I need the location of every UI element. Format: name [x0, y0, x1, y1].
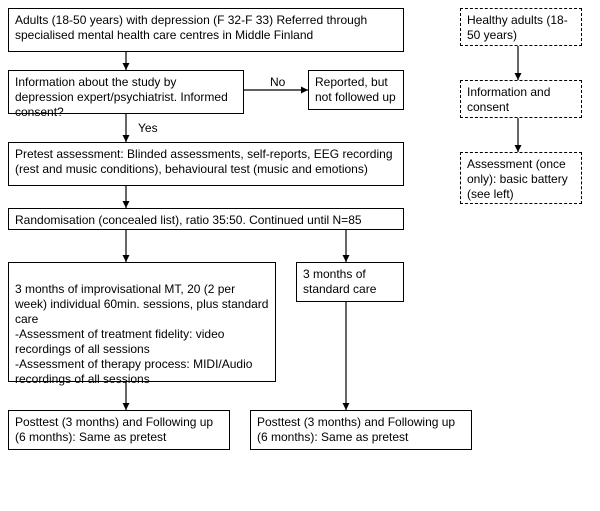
edge-label-no: No: [268, 76, 287, 88]
node-text: Reported, but not followed up: [315, 75, 396, 104]
node-posttest-right: Posttest (3 months) and Following up (6 …: [250, 410, 472, 450]
node-assessment: Assessment (once only): basic battery (s…: [460, 152, 582, 204]
edge-label-yes: Yes: [136, 122, 160, 134]
node-text: 3 months of standard care: [303, 267, 376, 296]
node-consent: Information about the study by depressio…: [8, 70, 244, 114]
node-healthy: Healthy adults (18-50 years): [460, 8, 582, 46]
node-text: Healthy adults (18-50 years): [467, 13, 568, 42]
node-text: 3 months of improvisational MT, 20 (2 pe…: [15, 282, 268, 386]
node-text: Adults (18-50 years) with depression (F …: [15, 13, 367, 42]
node-reported: Reported, but not followed up: [308, 70, 404, 110]
node-mt-arm: 3 months of improvisational MT, 20 (2 pe…: [8, 262, 276, 382]
node-text: Randomisation (concealed list), ratio 35…: [15, 213, 362, 227]
node-info-consent: Information and consent: [460, 80, 582, 118]
node-text: Information and consent: [467, 85, 550, 114]
node-text: Assessment (once only): basic battery (s…: [467, 157, 568, 201]
node-standard-arm: 3 months of standard care: [296, 262, 404, 302]
node-text: Pretest assessment: Blinded assessments,…: [15, 147, 393, 176]
node-text: Posttest (3 months) and Following up (6 …: [15, 415, 213, 444]
node-text: Information about the study by depressio…: [15, 75, 228, 119]
node-text: Posttest (3 months) and Following up (6 …: [257, 415, 455, 444]
node-randomisation: Randomisation (concealed list), ratio 35…: [8, 208, 404, 230]
flowchart-canvas: Adults (18-50 years) with depression (F …: [6, 8, 594, 503]
node-inclusion: Adults (18-50 years) with depression (F …: [8, 8, 404, 52]
node-posttest-left: Posttest (3 months) and Following up (6 …: [8, 410, 230, 450]
node-pretest: Pretest assessment: Blinded assessments,…: [8, 142, 404, 186]
